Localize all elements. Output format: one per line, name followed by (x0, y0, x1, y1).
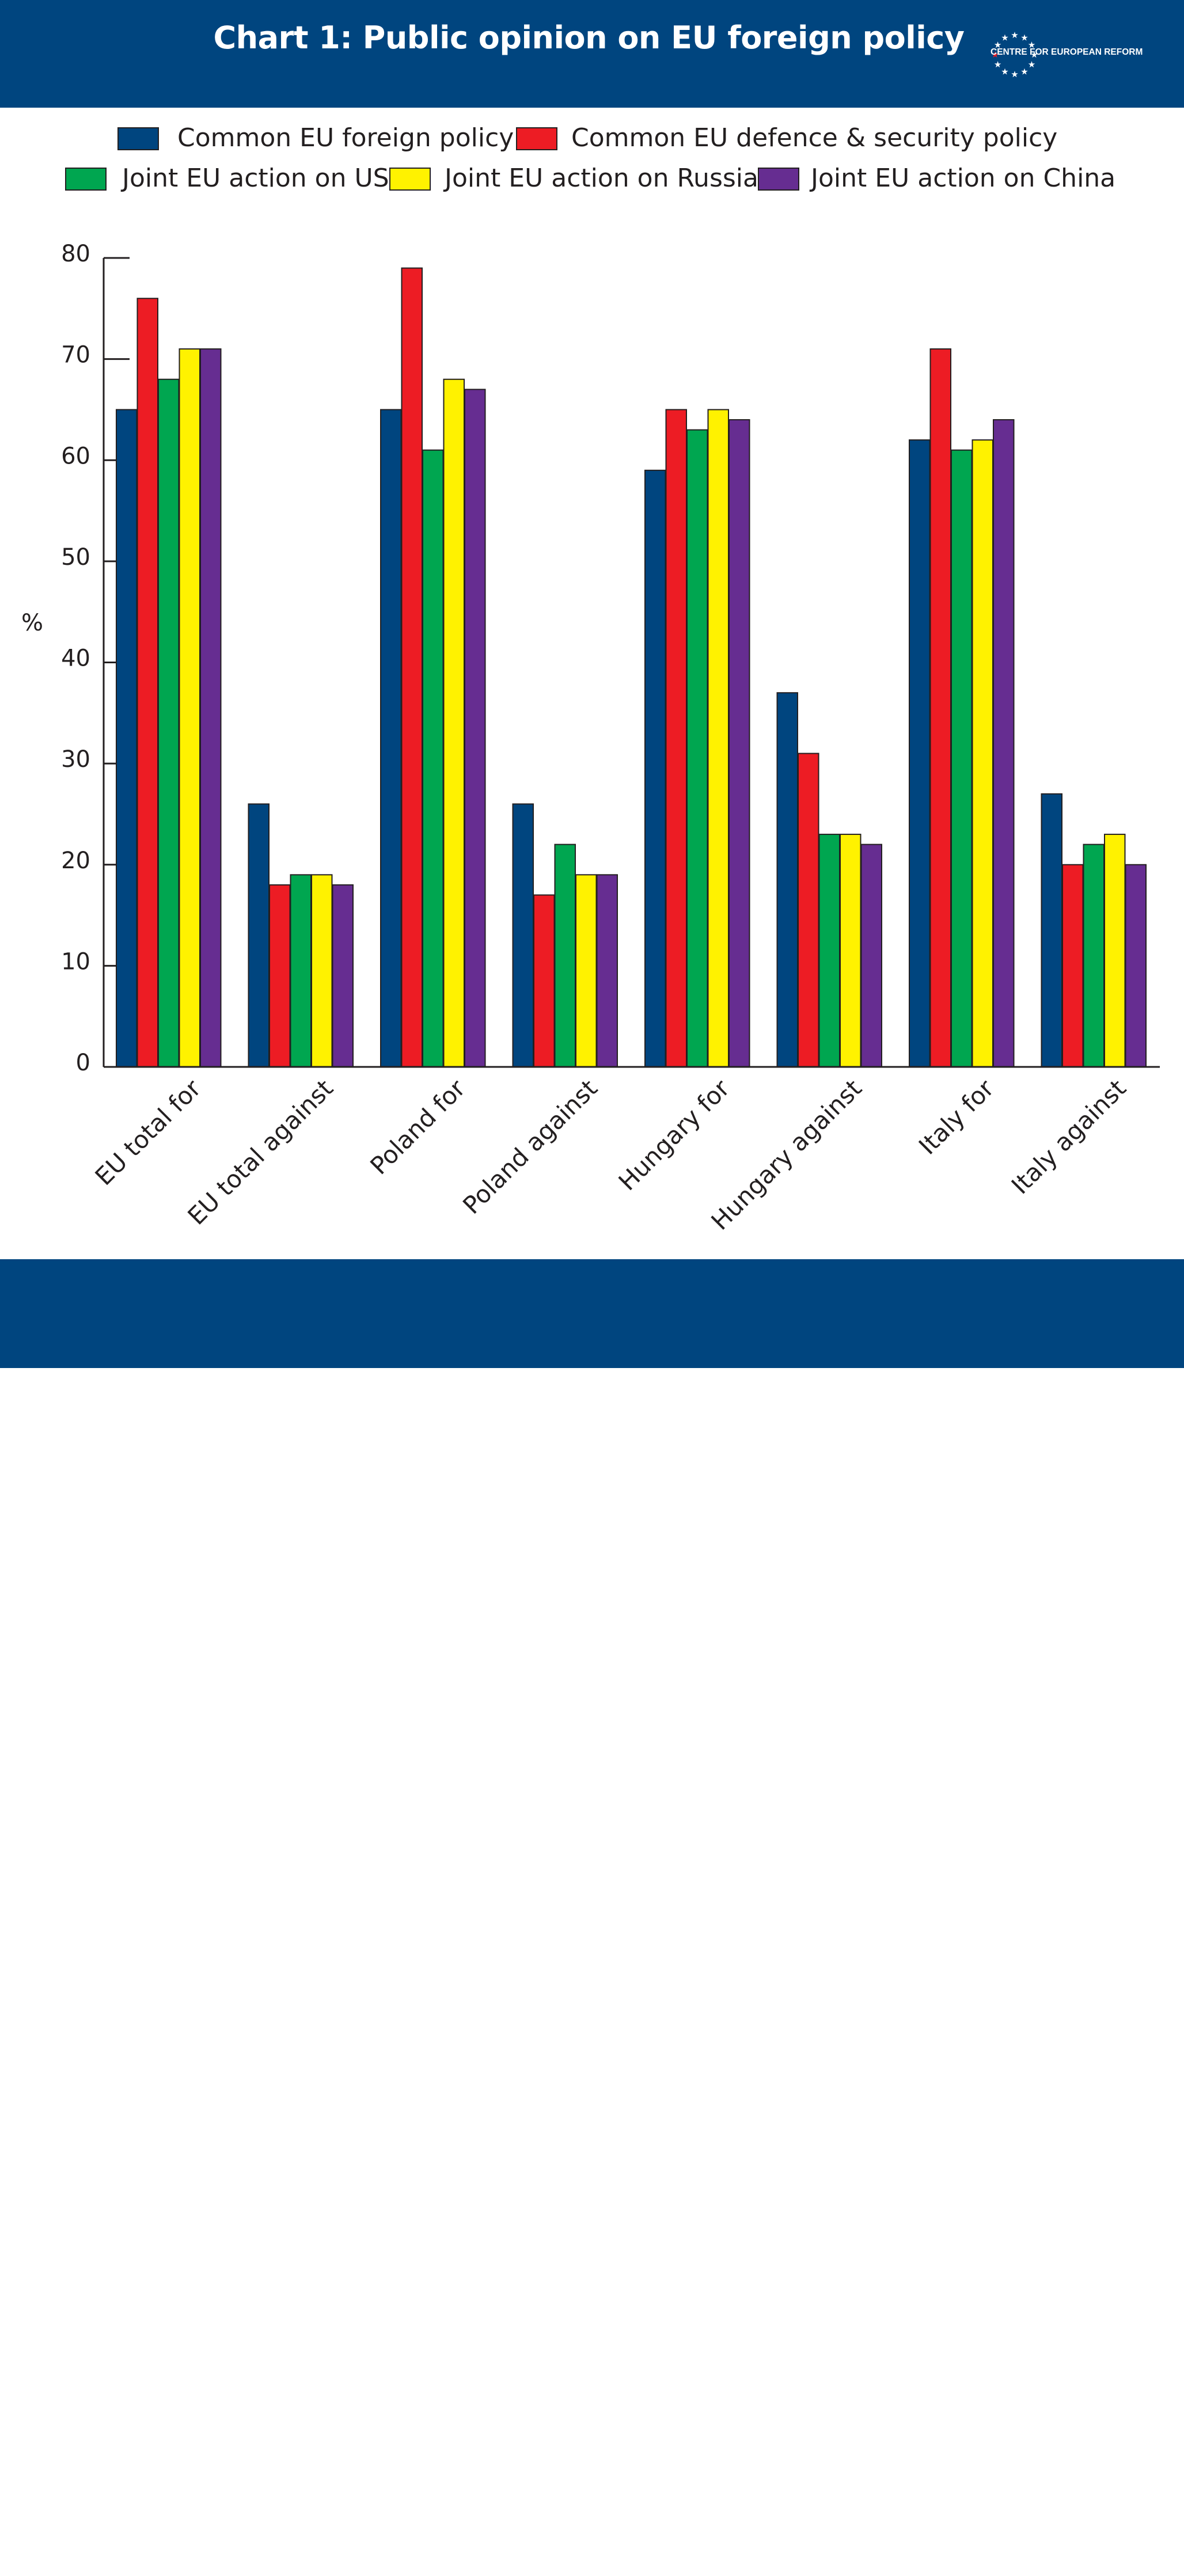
bar (707, 409, 729, 1067)
bar (1041, 793, 1062, 1067)
y-axis-label: % (21, 610, 43, 636)
cer-logo-stars: ★ ★★★★★★★★★★★ (991, 30, 1038, 79)
logo-star-icon: ★ (1001, 66, 1008, 77)
cer-logo-text: CENTRE FOR EUROPEAN REFORM (991, 47, 1143, 57)
bar (401, 267, 423, 1067)
y-tick-label: 70 (61, 342, 90, 368)
bar (665, 409, 687, 1067)
x-category-label: Hungary for (613, 1074, 735, 1196)
bar (136, 298, 158, 1067)
bar (200, 348, 222, 1067)
bar (818, 834, 840, 1067)
bar (972, 439, 993, 1067)
bar (512, 803, 534, 1067)
y-tick-label: 60 (61, 443, 90, 469)
y-tick-label: 40 (61, 645, 90, 672)
x-category-label: EU total against (182, 1074, 338, 1230)
bar (1125, 864, 1147, 1067)
footer-banner: Source: Eurobarometer. (0, 1259, 1184, 2576)
legend-swatch (758, 168, 799, 191)
bar (798, 753, 819, 1067)
bar (380, 409, 402, 1067)
bar (179, 348, 200, 1067)
legend-swatch (117, 127, 159, 150)
y-tick-label: 80 (61, 241, 90, 267)
legend-swatch (389, 168, 431, 191)
bar (464, 389, 486, 1067)
bar (554, 844, 576, 1067)
logo-star-icon: ★ (1030, 50, 1038, 60)
bar (776, 692, 798, 1067)
legend-label: Common EU defence & security policy (571, 123, 1057, 153)
logo-star-icon: ★ (1028, 40, 1035, 50)
bar (290, 874, 312, 1067)
x-category-label: EU total for (90, 1074, 207, 1191)
legend-label: Joint EU action on Russia (443, 164, 758, 193)
bar (158, 378, 180, 1067)
bar (269, 884, 291, 1067)
logo-star-icon: ★ (1001, 33, 1008, 43)
bar (575, 874, 597, 1067)
logo-star-icon: ★ (1011, 69, 1018, 79)
legend-label: Joint EU action on China (809, 164, 1115, 193)
legend-swatch (516, 127, 557, 150)
bar (116, 409, 138, 1067)
logo-star-icon: ★ (994, 59, 1001, 70)
source-note: Source: Eurobarometer. (43, 2551, 303, 2576)
header-banner: Chart 1: Public opinion on EU foreign po… (0, 0, 1184, 108)
bar (332, 884, 354, 1067)
logo-star-icon: ★ (1011, 30, 1018, 40)
legend-label: Common EU foreign policy (177, 123, 514, 153)
bar (596, 874, 618, 1067)
bar (951, 449, 973, 1067)
logo-star-icon: ★ (994, 40, 1001, 50)
bar (533, 894, 555, 1067)
y-tick-label: 50 (61, 544, 90, 571)
logo-star-icon: ★ (1028, 59, 1035, 70)
bar (422, 449, 444, 1067)
bar (686, 429, 708, 1067)
y-tick-label: 10 (61, 948, 90, 975)
chart-title: Chart 1: Public opinion on EU foreign po… (213, 20, 965, 56)
x-category-label: Italy for (913, 1074, 1000, 1160)
bar (993, 419, 1015, 1067)
bar (644, 469, 666, 1067)
bar (1104, 834, 1126, 1067)
legend-swatch (65, 168, 107, 191)
bar (311, 874, 333, 1067)
bar (860, 844, 882, 1067)
bar (909, 439, 931, 1067)
bar (248, 803, 270, 1067)
y-tick-label: 0 (76, 1050, 90, 1076)
bar (929, 348, 951, 1067)
bar (1062, 864, 1084, 1067)
x-category-label: Italy against (1006, 1074, 1132, 1199)
bar (840, 834, 862, 1067)
y-tick-label: 20 (61, 848, 90, 874)
bar (443, 378, 465, 1067)
bar-chart: Common EU foreign policy Common EU defenc… (21, 123, 1160, 1236)
x-category-label: Poland against (457, 1074, 603, 1219)
bar (1083, 844, 1105, 1067)
y-tick-label: 30 (61, 746, 90, 773)
logo-star-icon: ★ (991, 50, 999, 60)
legend-label: Joint EU action on US (120, 164, 389, 193)
x-category-label: Poland for (365, 1074, 471, 1180)
logo-star-icon: ★ (1020, 66, 1028, 77)
logo-star-icon: ★ (1020, 33, 1028, 43)
bar (728, 419, 750, 1067)
